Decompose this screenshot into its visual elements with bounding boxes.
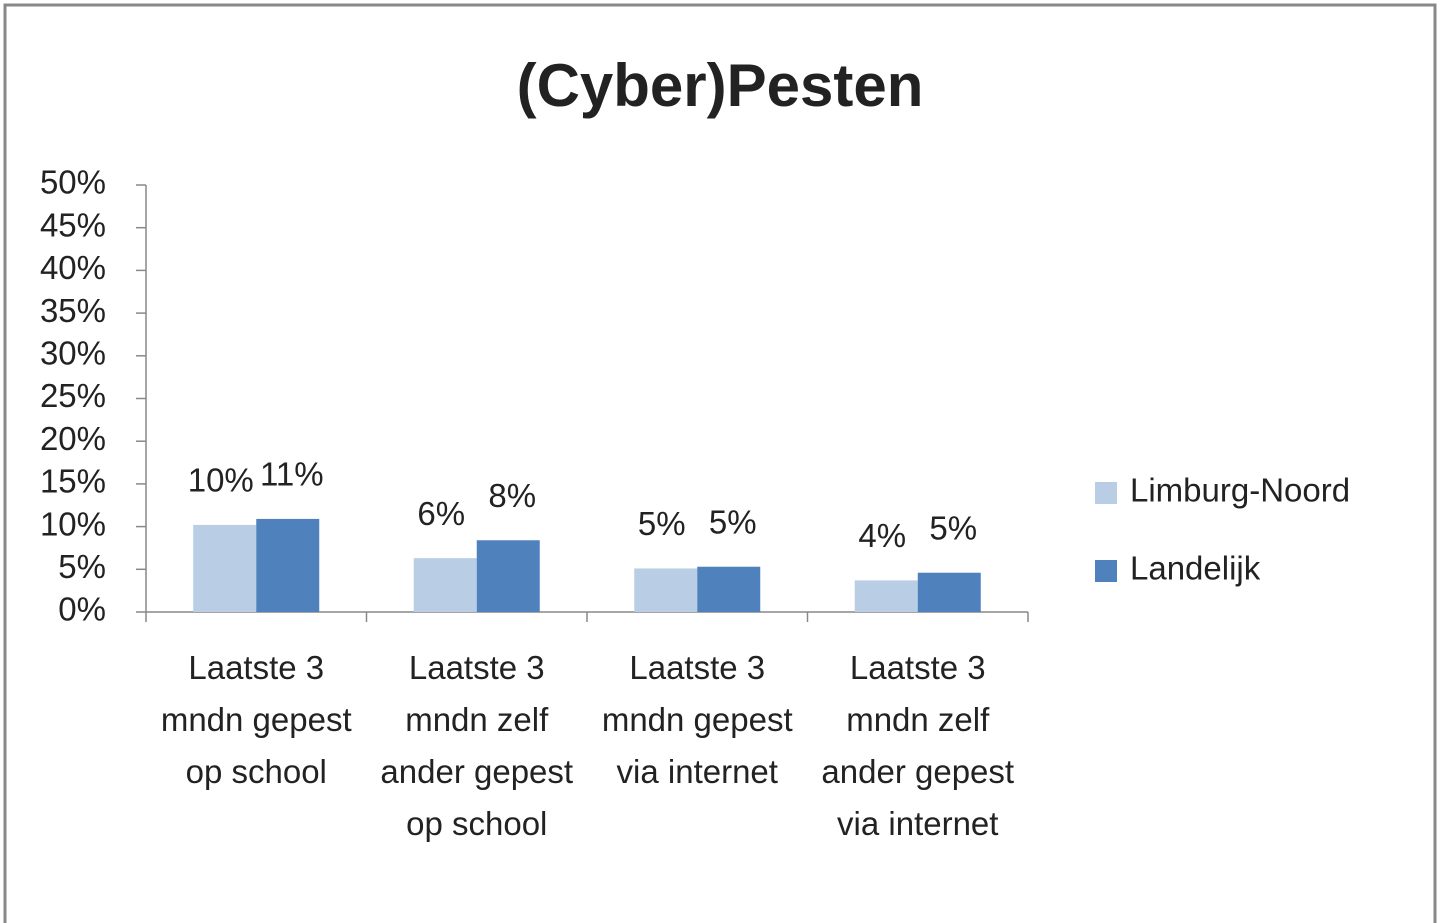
y-tick-label: 5% [58,548,106,585]
y-tick-label: 10% [40,505,106,542]
bar [697,566,761,612]
x-tick-label: Laatste 3 mndn zelf ander gepest op scho… [380,649,574,842]
value-label: 10% [188,462,254,499]
y-tick-label: 0% [58,591,106,628]
bar [476,540,540,612]
value-label: 6% [417,495,465,532]
legend-swatch [1095,482,1117,504]
legend-label: Limburg-Noord [1130,472,1350,509]
value-label: 4% [858,517,906,554]
bar [193,524,257,612]
value-label: 5% [709,503,757,540]
x-tick-label: Laatste 3 mndn gepest via internet [601,649,793,790]
bar [634,568,698,612]
y-tick-label: 25% [40,377,106,414]
y-tick-label: 30% [40,335,106,372]
bar [413,558,477,612]
y-tick-label: 50% [40,164,106,201]
legend-label: Landelijk [1130,550,1261,587]
y-tick-label: 20% [40,420,106,457]
chart-frame [3,3,1437,923]
x-tick-label: Laatste 3 mndn gepest op school [160,649,352,790]
x-tick-label: Laatste 3 mndn zelf ander gepest via int… [821,649,1015,842]
value-label: 11% [260,456,324,493]
chart-title: (Cyber)Pesten [517,52,924,119]
y-tick-label: 35% [40,292,106,329]
value-label: 8% [488,477,536,514]
bar [256,518,320,612]
y-tick-label: 45% [40,206,106,243]
y-tick-label: 15% [40,463,106,500]
legend-swatch [1095,560,1117,582]
bar [917,572,981,612]
value-label: 5% [929,509,977,546]
y-tick-label: 40% [40,249,106,286]
value-label: 5% [638,505,686,542]
bar [854,580,918,612]
